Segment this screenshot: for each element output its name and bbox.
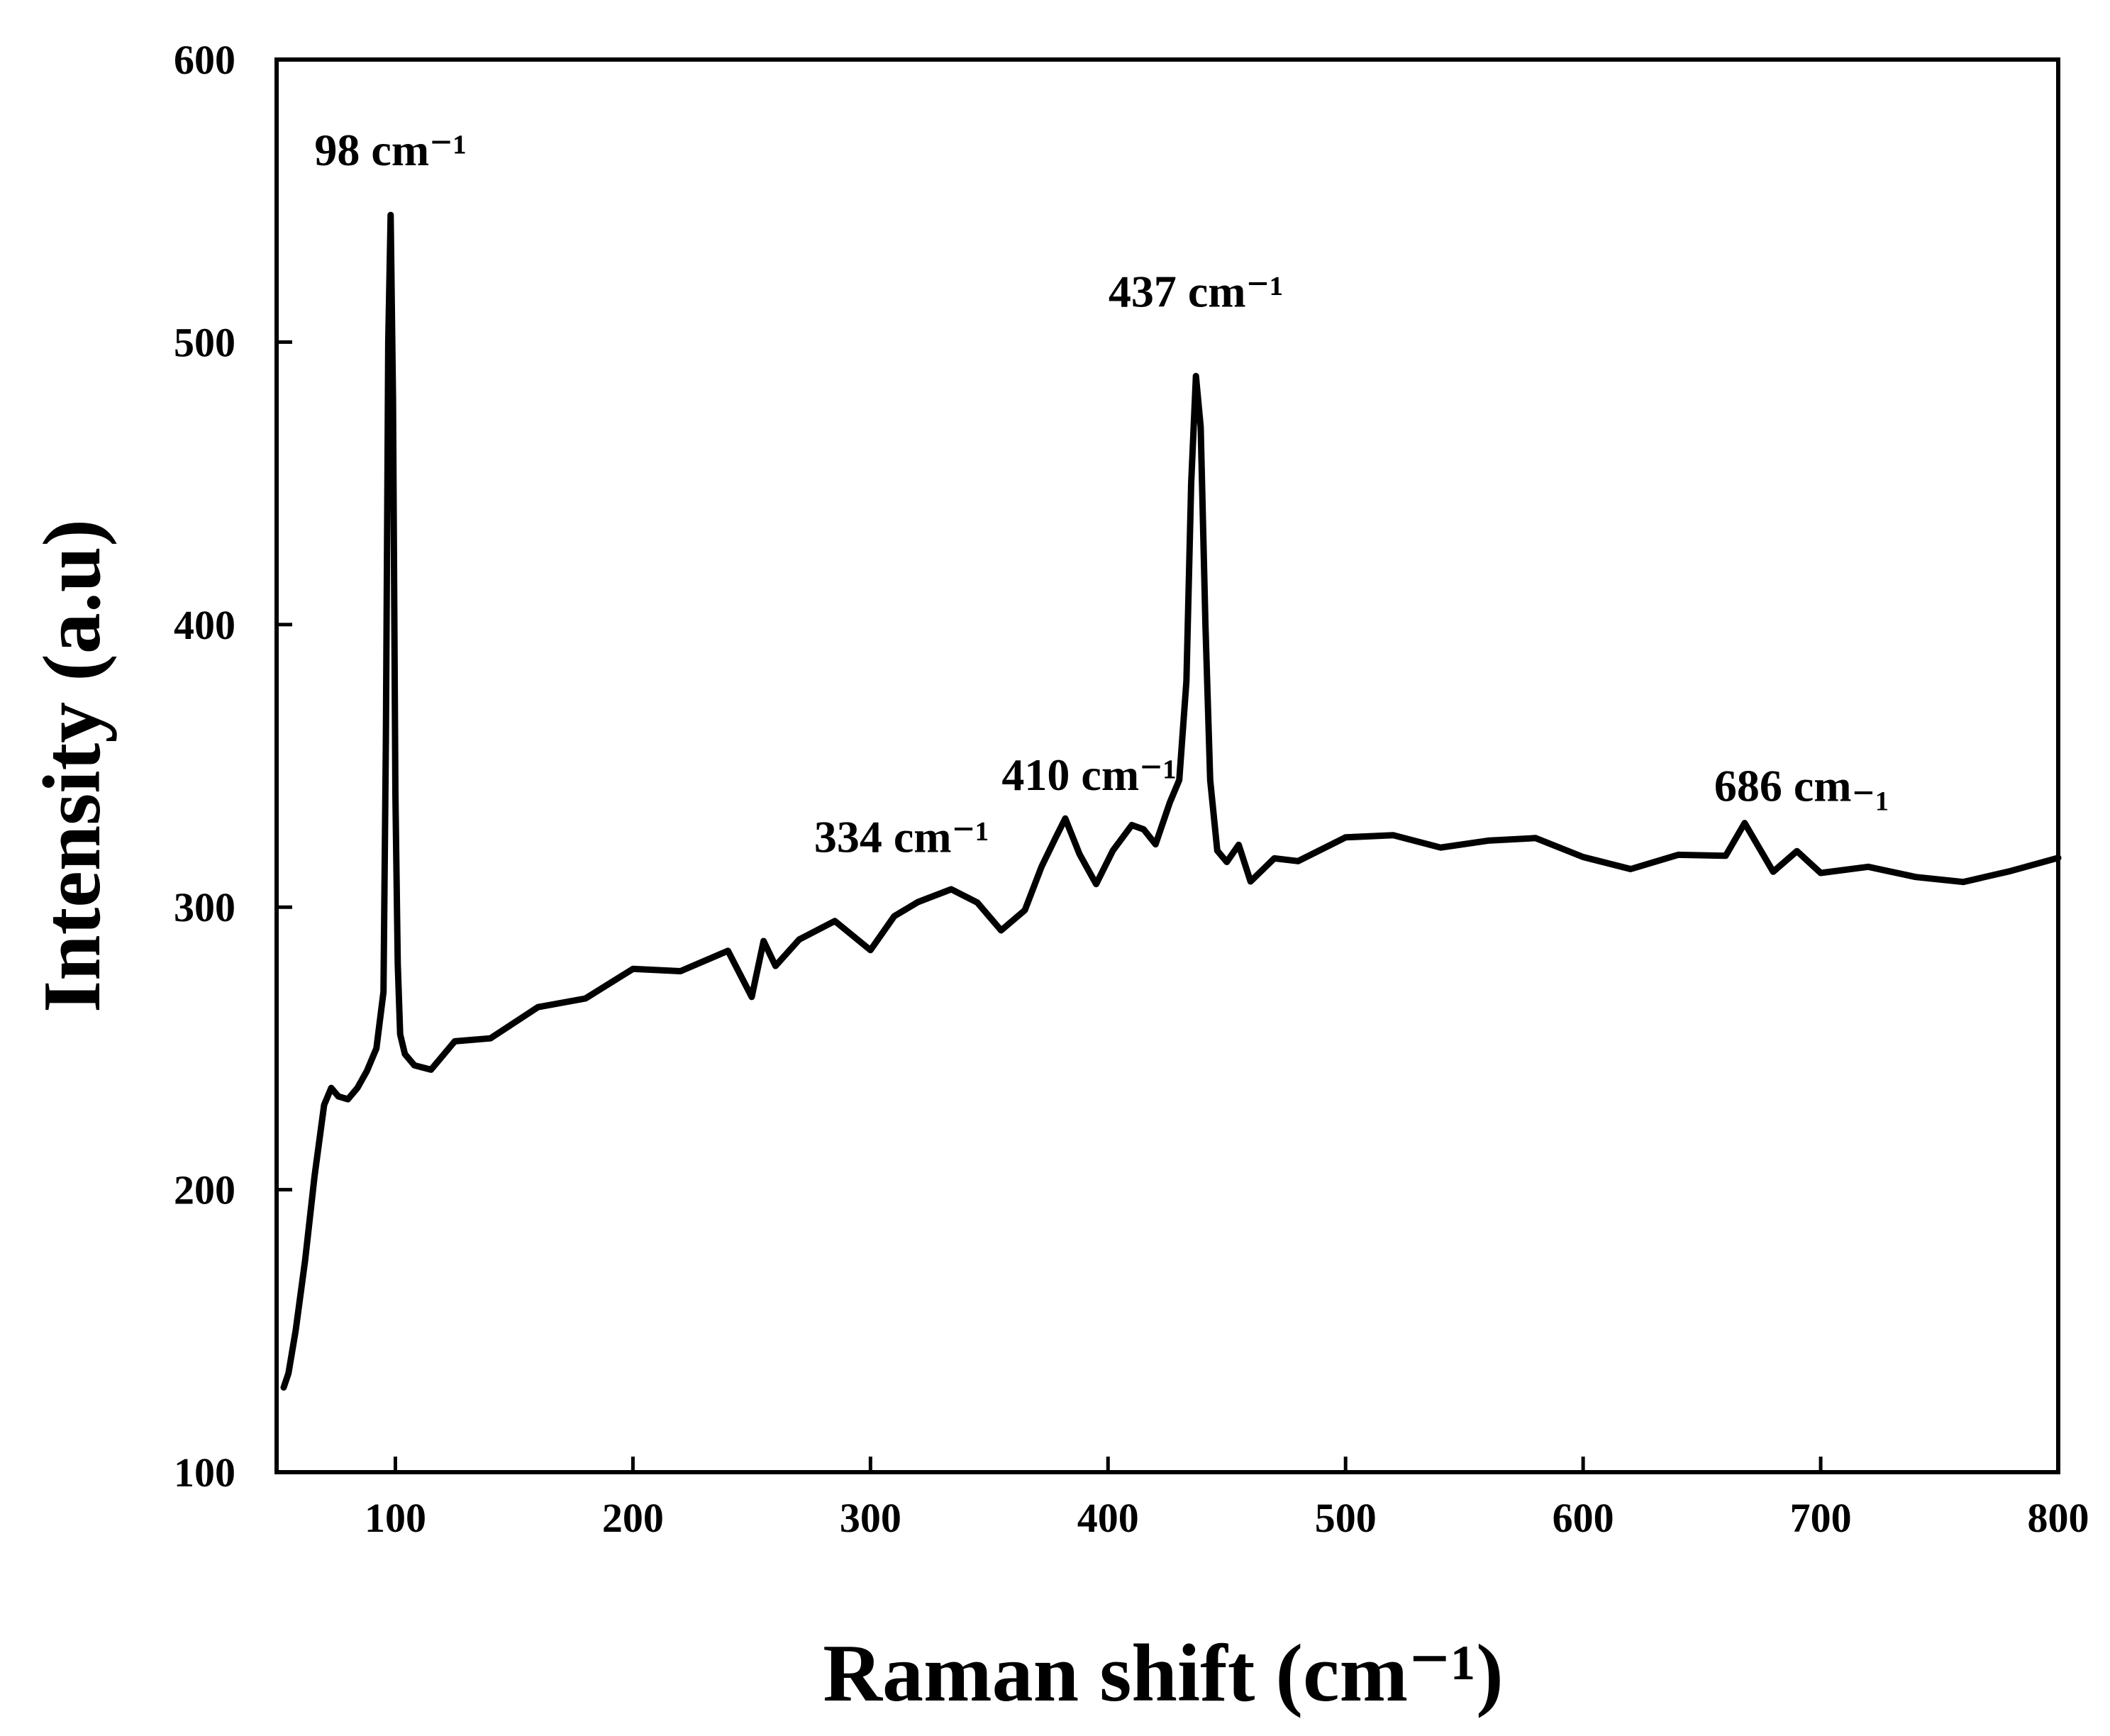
x-tick-label: 100 [365,1495,426,1541]
x-tick-label: 600 [1553,1495,1614,1541]
y-tick-label: 400 [174,602,235,648]
y-tick-label: 300 [174,884,235,930]
series-line [280,211,2062,1391]
y-tick-label: 500 [174,319,235,365]
y-axis-ticks: 100 200 300 400 500 600 [174,37,292,1496]
x-axis-ticks: 100 200 300 400 500 600 700 800 [365,1457,2089,1541]
y-tick-label: 100 [174,1450,235,1496]
peak-annotation: 98 cm⁻¹ [314,125,467,175]
x-tick-label: 200 [602,1495,664,1541]
y-axis-title: Intensity (a.u) [27,519,118,1013]
peak-annotation: 334 cm⁻¹ [814,811,989,862]
plot-frame [274,57,2060,1474]
peak-annotation: 410 cm⁻¹ [1001,750,1177,800]
peak-annotation: 686 cm₋₁ [1714,761,1889,811]
x-tick-label: 300 [840,1495,901,1541]
y-tick-label: 200 [174,1167,235,1213]
x-tick-label: 800 [2028,1495,2089,1541]
peak-annotation: 437 cm⁻¹ [1109,266,1284,316]
x-axis-title: Raman shift (cm⁻¹) [823,1628,1503,1719]
x-tick-label: 400 [1077,1495,1139,1541]
y-tick-label: 600 [174,37,235,83]
x-tick-label: 500 [1315,1495,1377,1541]
series-layer [280,211,2062,1391]
x-tick-label: 700 [1790,1495,1852,1541]
